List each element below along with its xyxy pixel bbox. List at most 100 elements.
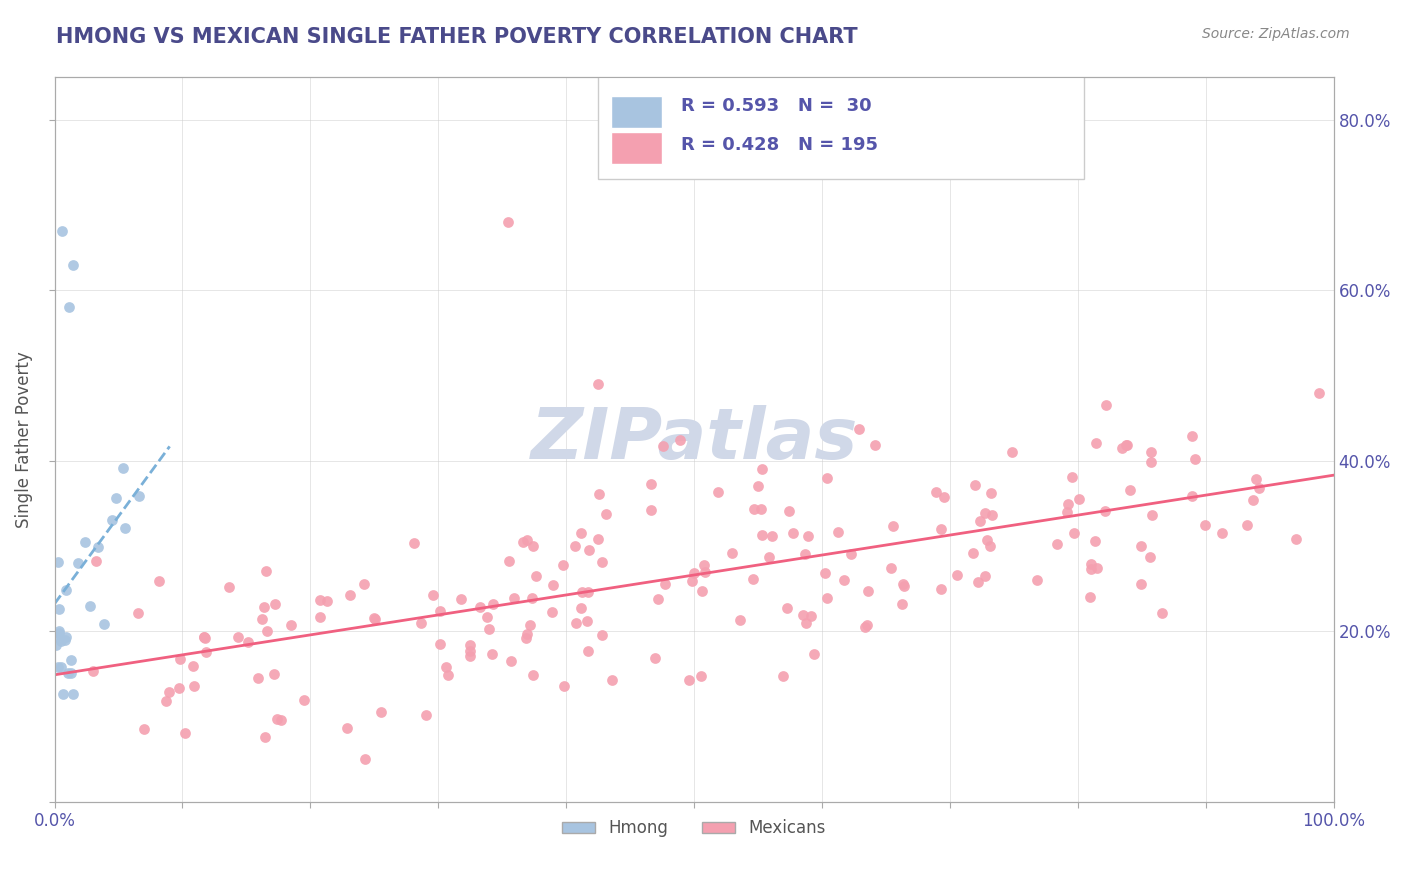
Point [652,439,675,453]
Point [591,555,613,569]
Point [353,752,375,766]
Point [707,485,730,500]
Point [565,615,588,630]
Point [689,669,711,683]
Point [576,584,599,599]
Point [1085,561,1108,575]
Point [429,637,451,651]
Point [253,730,276,744]
Point [148,574,170,588]
Point [541,577,564,591]
FancyBboxPatch shape [598,63,1084,178]
Point [815,591,838,606]
Text: ZIPatlas: ZIPatlas [530,405,858,474]
Point [564,540,586,554]
Y-axis label: Single Father Poverty: Single Father Poverty [15,351,32,528]
Point [1094,398,1116,412]
Point [256,624,278,638]
Point [588,487,610,501]
Point [600,673,623,687]
Point [925,485,948,500]
Point [370,706,392,720]
Point [253,600,276,615]
Point [800,609,823,624]
Point [569,525,592,540]
Point [803,647,825,661]
Point [1139,550,1161,565]
Point [578,644,600,658]
Point [524,569,547,583]
Point [880,560,903,574]
Point [640,502,662,516]
Point [82,665,104,679]
Point [595,507,617,521]
Point [45,639,67,653]
Point [512,534,534,549]
Point [155,694,177,708]
Point [815,471,838,485]
Point [263,667,285,681]
Point [782,526,804,541]
Point [52,687,75,701]
Point [1129,539,1152,553]
Point [827,525,849,540]
Point [929,523,952,537]
Point [1116,437,1139,451]
Point [437,667,460,681]
Point [1241,493,1264,508]
Point [458,649,481,664]
Point [422,588,444,602]
Point [967,574,990,589]
Point [183,679,205,693]
Point [1181,429,1204,443]
Point [980,486,1002,500]
Point [946,568,969,582]
Point [266,712,288,726]
Point [974,506,997,520]
Point [979,540,1001,554]
Point [1080,562,1102,576]
Point [721,546,744,560]
Point [516,627,538,641]
Point [1025,573,1047,587]
Point [588,532,610,546]
Point [690,583,713,598]
Point [776,600,799,615]
Point [498,554,520,568]
Point [1063,526,1085,541]
Point [503,591,526,605]
Point [678,673,700,688]
Point [218,580,240,594]
Point [195,645,218,659]
Point [1046,537,1069,551]
Point [246,672,269,686]
Point [1094,504,1116,518]
Point [1001,445,1024,459]
Point [893,579,915,593]
Point [450,592,472,607]
Point [250,612,273,626]
Point [468,599,491,614]
Point [980,508,1002,522]
Point [522,667,544,681]
Point [46,555,69,569]
Point [640,477,662,491]
Point [49,660,72,674]
Point [1129,577,1152,591]
Point [848,422,870,436]
Point [891,577,914,591]
Point [415,707,437,722]
Point [263,597,285,611]
Point [58,301,80,315]
Point [668,433,690,447]
Point [793,547,815,561]
Point [1181,489,1204,503]
Point [522,540,544,554]
Point [79,599,101,613]
Point [402,536,425,550]
Point [429,604,451,618]
Point [575,614,598,628]
Point [364,612,387,626]
Point [695,565,717,579]
Point [236,635,259,649]
